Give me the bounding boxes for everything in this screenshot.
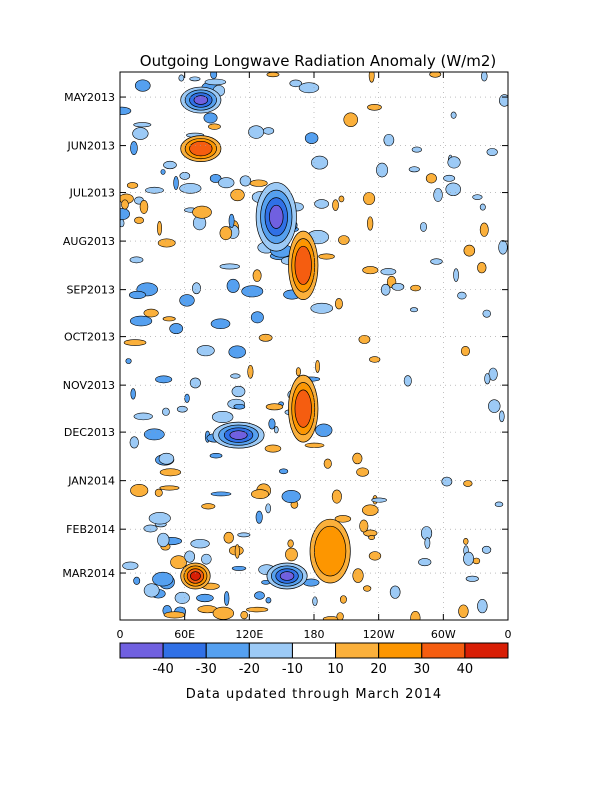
x-tick-label: 120E (235, 628, 263, 641)
anomaly-feature-8 (266, 562, 308, 590)
y-tick-label: JUN2013 (66, 140, 115, 153)
colorbar-label: -30 (196, 662, 217, 677)
anomaly-feature-3 (288, 230, 319, 300)
colorbar-swatch (205, 642, 250, 659)
colorbar-swatch (464, 642, 509, 659)
x-tick-label: 0 (117, 628, 124, 641)
colorbar-swatch (335, 642, 380, 659)
axes: 0 60E 120E 180 120W 60W 0 MAY2013 JUN2013 JUL2013… (62, 71, 512, 641)
y-tick-label: AUG2013 (63, 235, 115, 248)
anomaly-feature-5 (288, 374, 319, 443)
colorbar-swatch (421, 642, 466, 659)
x-tick-label: 60E (174, 628, 195, 641)
x-tick-label: 0 (505, 628, 512, 641)
y-tick-label: MAY2013 (64, 91, 115, 104)
anomaly-feature-1 (180, 135, 222, 162)
colorbar-label: -20 (239, 662, 260, 677)
chart-title: Outgoing Longwave Radiation Anomaly (W/m… (140, 52, 496, 70)
y-tick-label: OCT2013 (64, 331, 115, 344)
x-tick-label: 180 (304, 628, 325, 641)
colorbar-label: -10 (282, 662, 303, 677)
colorbar-label: 10 (327, 662, 344, 677)
y-tick-label: DEC2013 (64, 426, 115, 439)
anomaly-feature-0 (180, 86, 222, 114)
y-tick-label: JAN2014 (67, 475, 115, 488)
colorbar-swatch (248, 642, 293, 659)
colorbar-label: 20 (370, 662, 387, 677)
anomaly-feature-7 (180, 562, 211, 590)
y-tick-label: JUL2013 (69, 187, 115, 200)
anomaly-features (180, 86, 351, 590)
colorbar-swatch (162, 642, 207, 659)
colorbar-label: 40 (457, 662, 474, 677)
y-tick-label: FEB2014 (66, 523, 115, 536)
colorbar-swatch (119, 642, 164, 659)
colorbar-label: -40 (152, 662, 173, 677)
colorbar-swatch (291, 642, 337, 659)
colorbar-label: 30 (414, 662, 431, 677)
x-tick-label: 120W (363, 628, 395, 641)
anomaly-feature-2 (255, 182, 297, 252)
colorbar-swatch (378, 642, 423, 659)
y-tick-label: MAR2014 (62, 567, 115, 580)
footnote: Data updated through March 2014 (186, 687, 442, 702)
anomaly-feature-6 (309, 518, 351, 584)
y-tick-label: NOV2013 (63, 379, 115, 392)
colorbar: -40 -30 -20 -10 10 20 30 40 (119, 642, 509, 677)
y-tick-label: SEP2013 (66, 284, 115, 297)
plot-area (119, 72, 509, 620)
x-tick-label: 60W (431, 628, 456, 641)
anomaly-feature-4 (212, 421, 265, 449)
